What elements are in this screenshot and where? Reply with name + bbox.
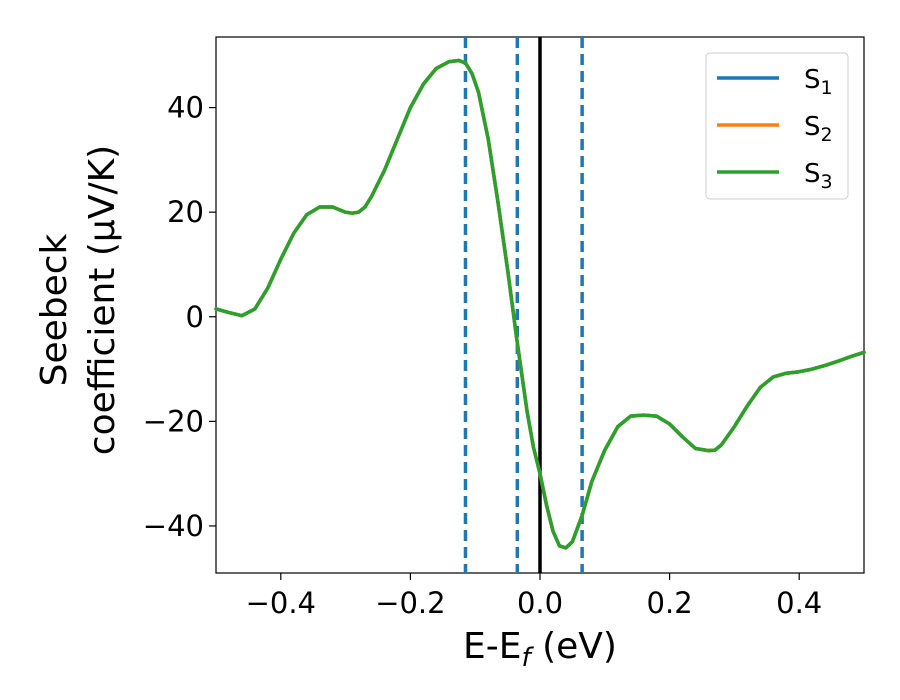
y-axis-label-line1: Seebeck: [34, 233, 75, 386]
x-tick-label: 0.0: [517, 586, 563, 620]
x-axis-ticks: −0.4 −0.2 0.0 0.2 0.4: [246, 573, 822, 620]
series-lines: [214, 58, 866, 550]
x-tick-label: 0.4: [776, 586, 822, 620]
y-axis-ticks: −40 −20 0 20 40: [143, 91, 216, 543]
y-axis-label-line2: coefficient (μV/K): [82, 145, 123, 455]
x-axis-label-unit: (eV): [531, 626, 617, 667]
x-axis-label: E-Ef (eV): [463, 626, 617, 673]
legend-label-1: S1: [804, 65, 833, 99]
y-tick-label: 20: [167, 195, 204, 229]
legend-label-3: S3: [804, 159, 833, 193]
series-line-3: [214, 58, 866, 550]
legend-label-2: S2: [804, 112, 833, 146]
x-tick-label: 0.2: [647, 586, 693, 620]
reference-lines: [463, 37, 584, 573]
x-tick-label: −0.4: [246, 586, 316, 620]
y-tick-label: −20: [143, 404, 204, 438]
y-tick-label: −40: [143, 509, 204, 543]
x-tick-label: −0.2: [375, 586, 445, 620]
y-tick-label: 0: [186, 300, 204, 334]
legend: S1 S2 S3: [705, 52, 849, 200]
y-tick-label: 40: [167, 91, 204, 125]
